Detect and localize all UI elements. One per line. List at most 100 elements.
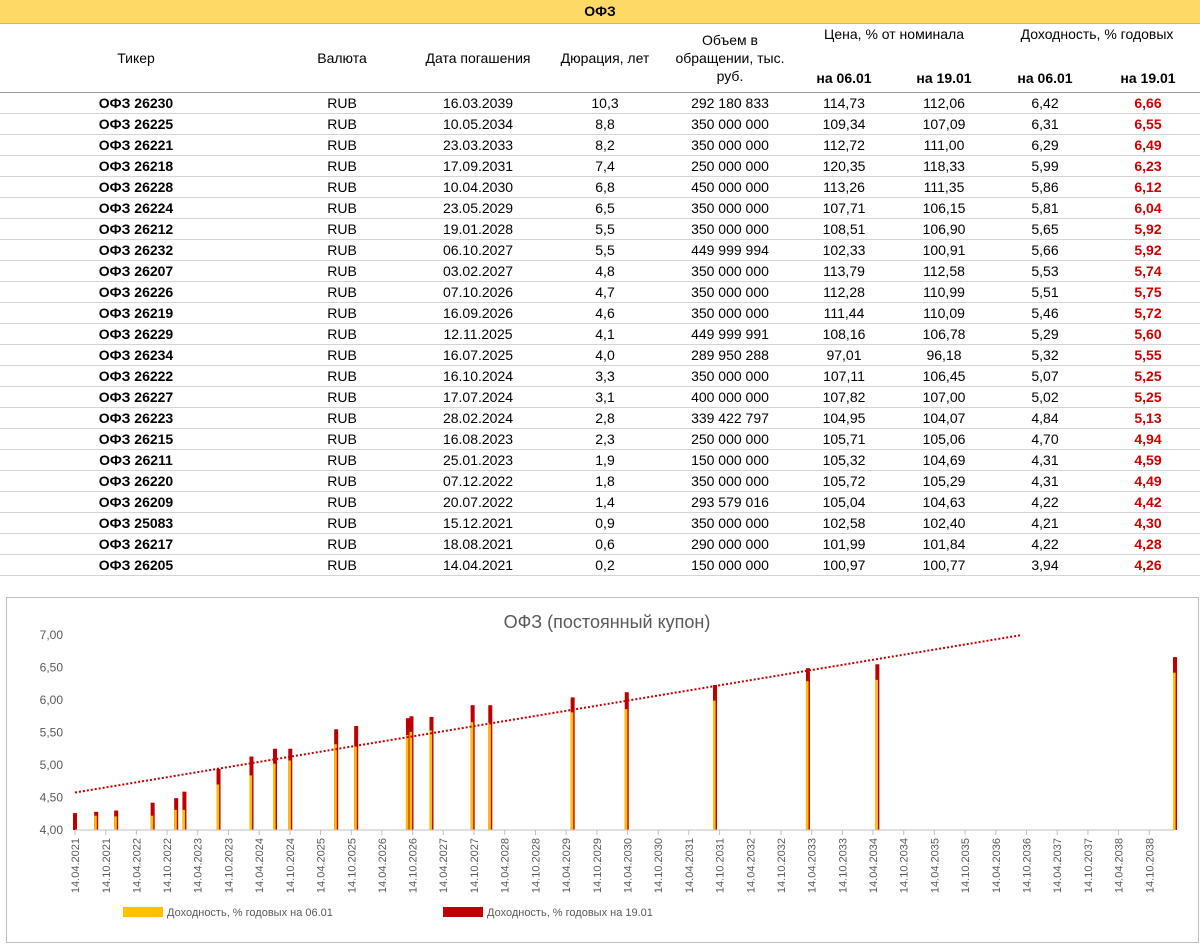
cell-price-date1: 107,82	[794, 386, 894, 408]
bar-series-1	[875, 679, 878, 830]
table-row: ОФЗ 26220 RUB 07.12.2022 1,8 350 000 000 105,…	[0, 470, 1200, 492]
cell-yield-date1: 5,51	[994, 281, 1096, 303]
cell-yield-date2: 6,66	[1096, 92, 1200, 114]
cell-yield-date2: 4,59	[1096, 449, 1200, 471]
cell-yield-date1: 6,29	[994, 134, 1096, 156]
cell-price-date1: 109,34	[794, 113, 894, 135]
cell-currency: RUB	[272, 323, 412, 345]
cell-currency: RUB	[272, 92, 412, 114]
cell-ticker: ОФЗ 26221	[0, 134, 272, 156]
cell-duration: 4,8	[544, 260, 666, 282]
cell-volume: 350 000 000	[666, 302, 794, 324]
x-tick-label: 14.10.2022	[162, 838, 174, 893]
cell-price-date2: 100,77	[894, 554, 994, 576]
bar-series-1	[273, 763, 276, 830]
cell-duration: 4,0	[544, 344, 666, 366]
x-tick-label: 14.10.2037	[1083, 838, 1095, 893]
cell-maturity: 15.12.2021	[412, 512, 544, 534]
x-tick-label: 14.10.2035	[960, 838, 972, 893]
cell-yield-date2: 6,49	[1096, 134, 1200, 156]
x-tick-label: 14.10.2033	[837, 838, 849, 893]
cell-ticker: ОФЗ 26230	[0, 92, 272, 114]
cell-currency: RUB	[272, 449, 412, 471]
cell-volume: 350 000 000	[666, 281, 794, 303]
cell-duration: 0,6	[544, 533, 666, 555]
cell-volume: 350 000 000	[666, 365, 794, 387]
legend-swatch-series-1	[123, 907, 163, 917]
cell-yield-date1: 4,84	[994, 407, 1096, 429]
cell-duration: 4,7	[544, 281, 666, 303]
chart-title: ОФЗ (постоянный купон)	[504, 612, 711, 632]
x-tick-label: 14.10.2024	[285, 838, 297, 893]
cell-yield-date1: 5,07	[994, 365, 1096, 387]
cell-ticker: ОФЗ 26218	[0, 155, 272, 177]
header-price-date1: на 06.01	[794, 70, 894, 93]
cell-price-date1: 112,72	[794, 134, 894, 156]
bar-series-1	[288, 760, 291, 830]
cell-duration: 2,3	[544, 428, 666, 450]
cell-price-date2: 112,58	[894, 260, 994, 282]
x-tick-label: 14.10.2028	[531, 838, 543, 893]
x-tick-label: 14.04.2038	[1114, 838, 1126, 893]
yield-chart: ОФЗ (постоянный купон) 4,00 4,50 5,00 5,50 6…	[6, 597, 1199, 943]
cell-yield-date1: 6,42	[994, 92, 1096, 114]
cell-price-date1: 102,58	[794, 512, 894, 534]
header-volume: Объем в обращении, тыс. руб.	[666, 24, 794, 93]
table-row: ОФЗ 26218 RUB 17.09.2031 7,4 250 000 000 120,…	[0, 155, 1200, 177]
cell-maturity: 07.10.2026	[412, 281, 544, 303]
cell-volume: 350 000 000	[666, 470, 794, 492]
cell-ticker: ОФЗ 25083	[0, 512, 272, 534]
cell-yield-date1: 5,02	[994, 386, 1096, 408]
cell-volume: 449 999 991	[666, 323, 794, 345]
bonds-table: Тикер Валюта Дата погашения Дюрация, лет…	[0, 24, 1200, 576]
cell-ticker: ОФЗ 26224	[0, 197, 272, 219]
cell-price-date2: 112,06	[894, 92, 994, 114]
cell-maturity: 10.04.2030	[412, 176, 544, 198]
cell-volume: 339 422 797	[666, 407, 794, 429]
table-row: ОФЗ 26221 RUB 23.03.2033 8,2 350 000 000 112,…	[0, 134, 1200, 156]
cell-yield-date2: 4,94	[1096, 428, 1200, 450]
cell-price-date1: 112,28	[794, 281, 894, 303]
cell-price-date2: 110,09	[894, 302, 994, 324]
cell-maturity: 03.02.2027	[412, 260, 544, 282]
cell-currency: RUB	[272, 155, 412, 177]
cell-ticker: ОФЗ 26228	[0, 176, 272, 198]
table-row: ОФЗ 26228 RUB 10.04.2030 6,8 450 000 000 113,…	[0, 176, 1200, 198]
bar-series-1	[470, 722, 474, 830]
cell-volume: 350 000 000	[666, 260, 794, 282]
cell-price-date1: 101,99	[794, 533, 894, 555]
x-tick-label: 14.04.2025	[316, 838, 328, 893]
x-tick-label: 14.04.2037	[1052, 838, 1064, 893]
cell-volume: 250 000 000	[666, 428, 794, 450]
header-ticker: Тикер	[0, 24, 272, 93]
cell-yield-date2: 5,25	[1096, 386, 1200, 408]
x-tick-label: 14.10.2030	[653, 838, 665, 893]
cell-maturity: 14.04.2021	[412, 554, 544, 576]
table-row: ОФЗ 26227 RUB 17.07.2024 3,1 400 000 000 107,…	[0, 386, 1200, 408]
cell-volume: 350 000 000	[666, 512, 794, 534]
cell-ticker: ОФЗ 26219	[0, 302, 272, 324]
table-row: ОФЗ 26223 RUB 28.02.2024 2,8 339 422 797 104,…	[0, 407, 1200, 429]
cell-duration: 4,1	[544, 323, 666, 345]
header-yield-date1: на 06.01	[994, 70, 1096, 93]
cell-maturity: 28.02.2024	[412, 407, 544, 429]
x-tick-label: 14.10.2023	[223, 838, 235, 893]
cell-yield-date2: 6,23	[1096, 155, 1200, 177]
cell-price-date1: 107,71	[794, 197, 894, 219]
cell-maturity: 23.05.2029	[412, 197, 544, 219]
cell-volume: 350 000 000	[666, 113, 794, 135]
x-tick-label: 14.10.2034	[899, 838, 911, 893]
cell-volume: 450 000 000	[666, 176, 794, 198]
cell-ticker: ОФЗ 26223	[0, 407, 272, 429]
table-row: ОФЗ 26219 RUB 16.09.2026 4,6 350 000 000 111,…	[0, 302, 1200, 324]
cell-yield-date2: 4,28	[1096, 533, 1200, 555]
cell-yield-date2: 5,92	[1096, 218, 1200, 240]
bar-series-1	[624, 709, 628, 830]
cell-yield-date1: 5,86	[994, 176, 1096, 198]
cell-ticker: ОФЗ 26234	[0, 344, 272, 366]
table-row: ОФЗ 26205 RUB 14.04.2021 0,2 150 000 000 100,…	[0, 554, 1200, 576]
cell-maturity: 23.03.2033	[412, 134, 544, 156]
table-row: ОФЗ 26225 RUB 10.05.2034 8,8 350 000 000 109,…	[0, 113, 1200, 135]
cell-yield-date2: 4,49	[1096, 470, 1200, 492]
cell-maturity: 18.08.2021	[412, 533, 544, 555]
